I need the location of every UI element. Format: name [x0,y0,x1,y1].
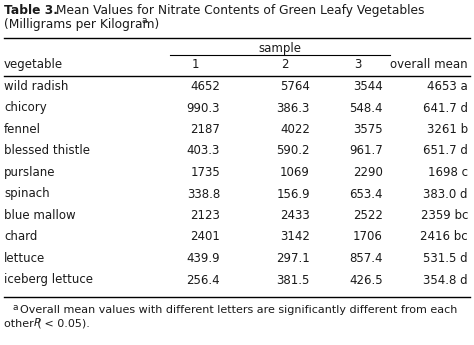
Text: 297.1: 297.1 [276,252,310,265]
Text: 1069: 1069 [280,166,310,179]
Text: a: a [142,16,147,25]
Text: 156.9: 156.9 [276,187,310,200]
Text: 2416 bc: 2416 bc [420,230,468,244]
Text: 5764: 5764 [280,80,310,93]
Text: Mean Values for Nitrate Contents of Green Leafy Vegetables: Mean Values for Nitrate Contents of Gree… [52,4,425,17]
Text: 2401: 2401 [190,230,220,244]
Text: 2522: 2522 [353,209,383,222]
Text: 354.8 d: 354.8 d [423,274,468,286]
Text: chard: chard [4,230,37,244]
Text: 2123: 2123 [190,209,220,222]
Text: 383.0 d: 383.0 d [423,187,468,200]
Text: 439.9: 439.9 [186,252,220,265]
Text: 590.2: 590.2 [276,145,310,158]
Text: 2359 bc: 2359 bc [420,209,468,222]
Text: 2: 2 [281,58,289,71]
Text: 1: 1 [191,58,199,71]
Text: 381.5: 381.5 [277,274,310,286]
Text: spinach: spinach [4,187,50,200]
Text: vegetable: vegetable [4,58,63,71]
Text: 548.4: 548.4 [349,101,383,115]
Text: wild radish: wild radish [4,80,68,93]
Text: 403.3: 403.3 [187,145,220,158]
Text: 3544: 3544 [353,80,383,93]
Text: P: P [34,318,41,328]
Text: 4653 a: 4653 a [427,80,468,93]
Text: 961.7: 961.7 [349,145,383,158]
Text: 4652: 4652 [190,80,220,93]
Text: fennel: fennel [4,123,41,136]
Text: iceberg lettuce: iceberg lettuce [4,274,93,286]
Text: a: a [12,303,18,312]
Text: purslane: purslane [4,166,55,179]
Text: 3575: 3575 [354,123,383,136]
Text: 338.8: 338.8 [187,187,220,200]
Text: (Milligrams per Kilogram): (Milligrams per Kilogram) [4,18,159,31]
Text: 3261 b: 3261 b [427,123,468,136]
Text: 2187: 2187 [190,123,220,136]
Text: overall mean: overall mean [391,58,468,71]
Text: 641.7 d: 641.7 d [423,101,468,115]
Text: 653.4: 653.4 [349,187,383,200]
Text: 857.4: 857.4 [349,252,383,265]
Text: other (: other ( [4,318,42,328]
Text: blue mallow: blue mallow [4,209,76,222]
Text: 3: 3 [354,58,362,71]
Text: 651.7 d: 651.7 d [423,145,468,158]
Text: chicory: chicory [4,101,47,115]
Text: sample: sample [258,42,301,55]
Text: Overall mean values with different letters are significantly different from each: Overall mean values with different lette… [20,305,457,315]
Text: 2290: 2290 [353,166,383,179]
Text: 2433: 2433 [280,209,310,222]
Text: 3142: 3142 [280,230,310,244]
Text: 386.3: 386.3 [277,101,310,115]
Text: blessed thistle: blessed thistle [4,145,90,158]
Text: 1735: 1735 [190,166,220,179]
Text: lettuce: lettuce [4,252,45,265]
Text: 990.3: 990.3 [186,101,220,115]
Text: < 0.05).: < 0.05). [41,318,90,328]
Text: 531.5 d: 531.5 d [423,252,468,265]
Text: Table 3.: Table 3. [4,4,58,17]
Text: 1698 c: 1698 c [428,166,468,179]
Text: 4022: 4022 [280,123,310,136]
Text: 1706: 1706 [353,230,383,244]
Text: 256.4: 256.4 [186,274,220,286]
Text: 426.5: 426.5 [349,274,383,286]
